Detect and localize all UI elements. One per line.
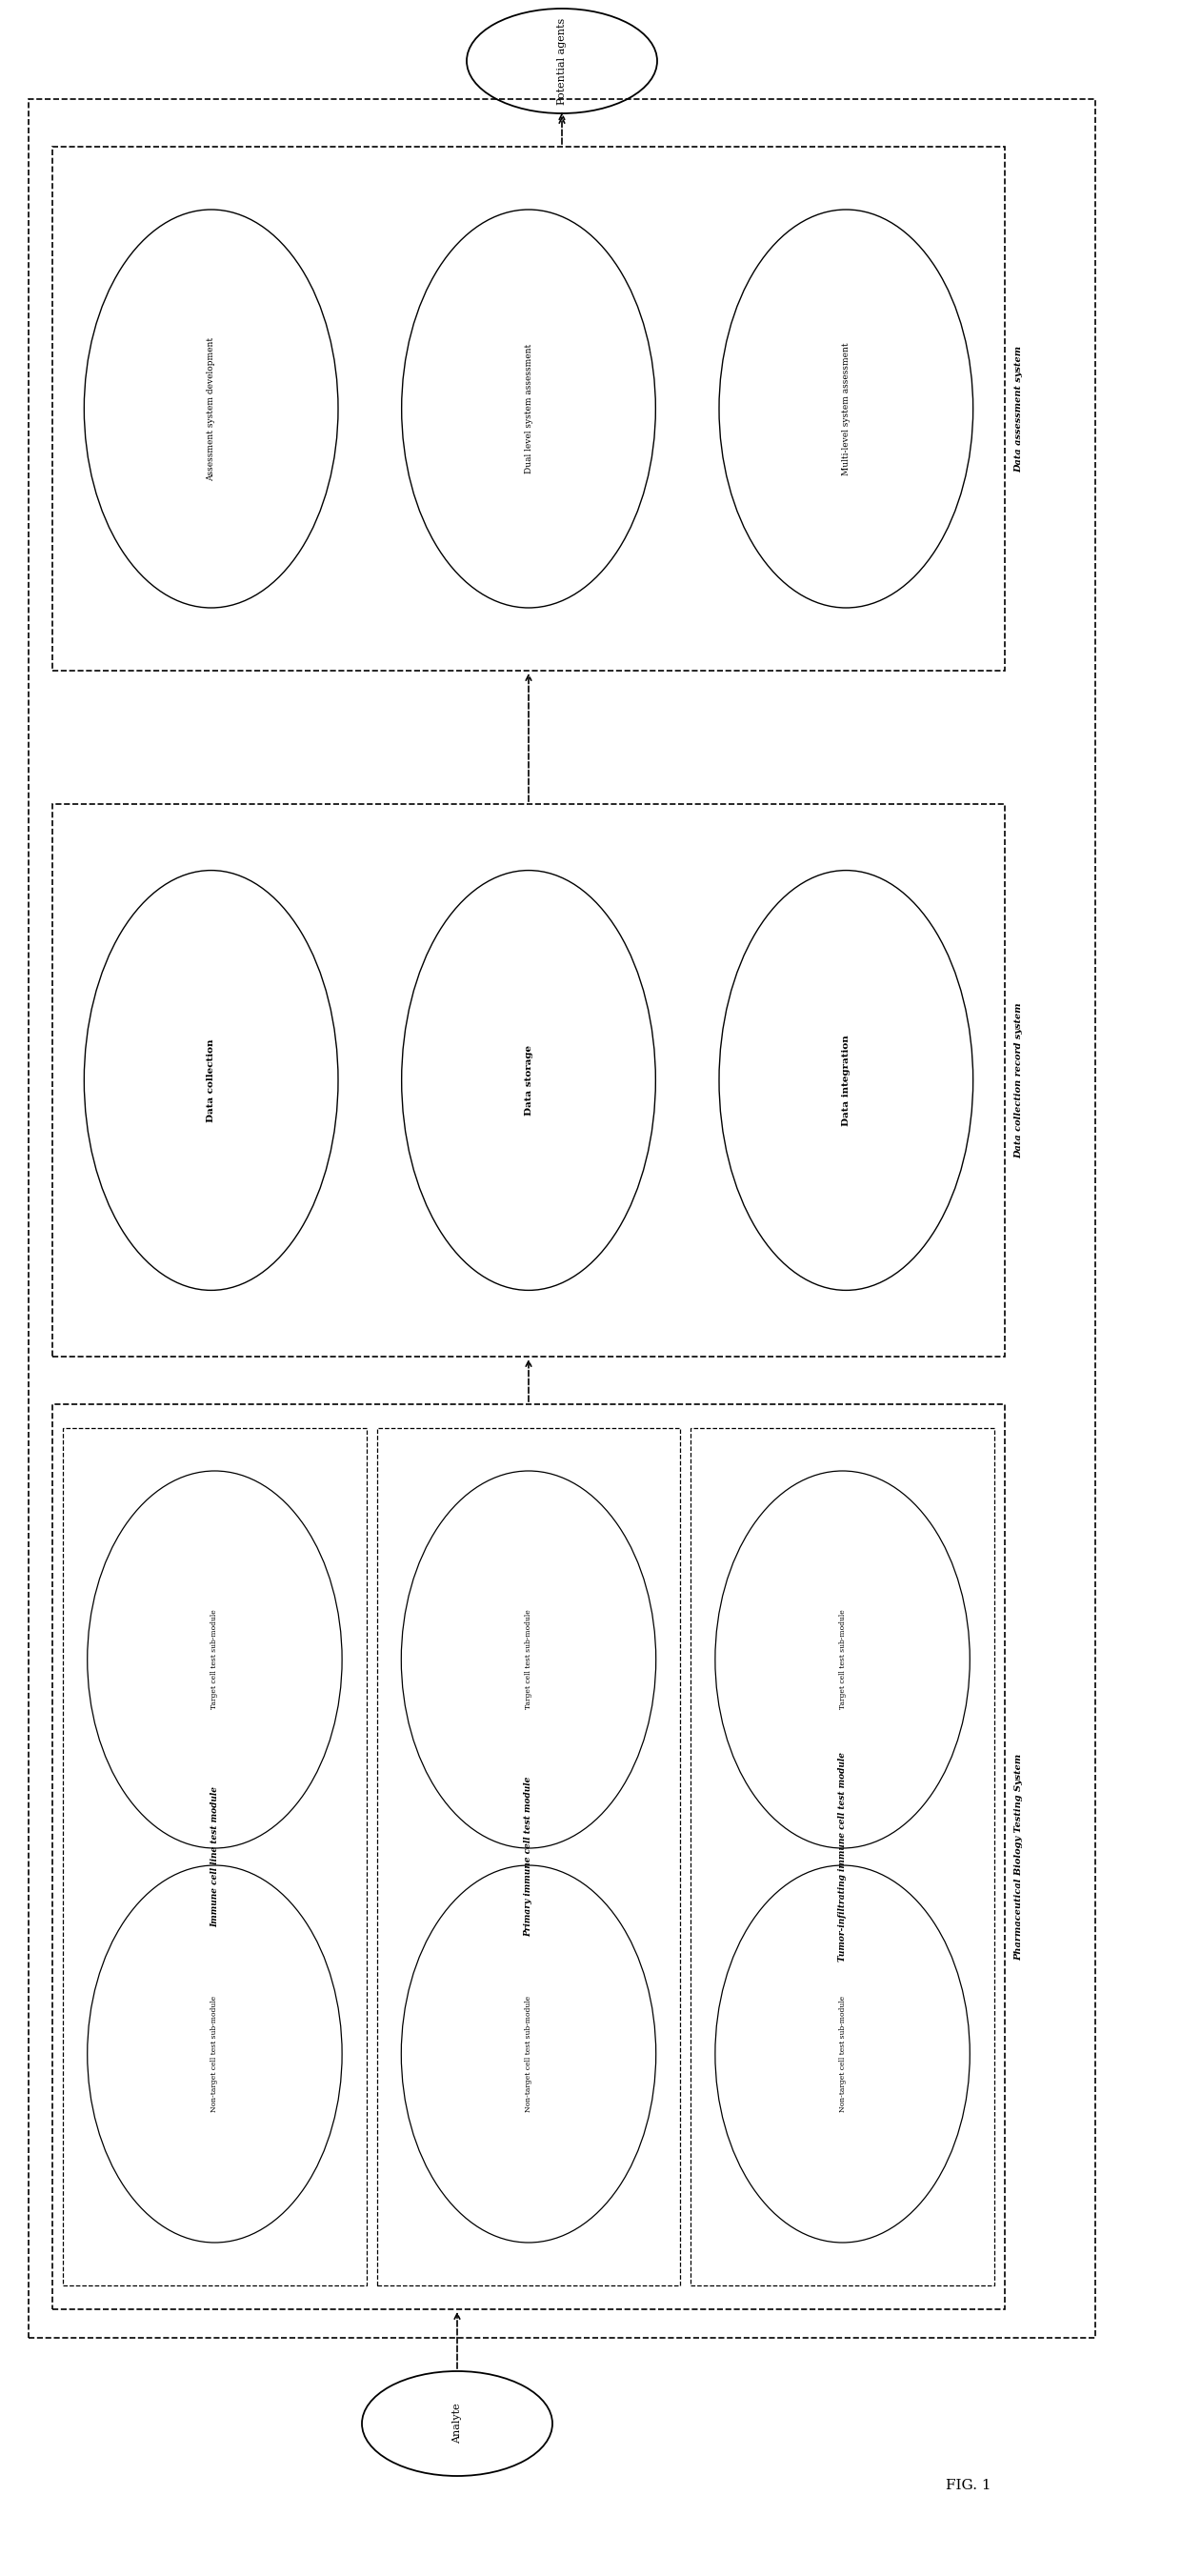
Text: Target cell test sub-module: Target cell test sub-module — [839, 1610, 847, 1710]
Text: Potential agents: Potential agents — [557, 18, 567, 106]
Text: Data collection record system: Data collection record system — [1014, 1002, 1024, 1159]
Text: Non-target cell test sub-module: Non-target cell test sub-module — [839, 1996, 847, 2112]
Text: Non-target cell test sub-module: Non-target cell test sub-module — [211, 1996, 218, 2112]
Text: Target cell test sub-module: Target cell test sub-module — [211, 1610, 218, 1710]
Text: Data assessment system: Data assessment system — [1014, 345, 1024, 471]
Text: Dual level system assessment: Dual level system assessment — [524, 343, 533, 474]
Text: Analyte: Analyte — [452, 2403, 462, 2445]
Text: Non-target cell test sub-module: Non-target cell test sub-module — [524, 1996, 533, 2112]
Text: Primary immune cell test module: Primary immune cell test module — [524, 1777, 533, 1937]
Text: Target cell test sub-module: Target cell test sub-module — [524, 1610, 533, 1710]
Text: Assessment system development: Assessment system development — [207, 337, 215, 482]
Text: Tumor-infiltrating immune cell test module: Tumor-infiltrating immune cell test modu… — [839, 1752, 847, 1960]
Text: Pharmaceutical Biology Testing System: Pharmaceutical Biology Testing System — [1014, 1754, 1024, 1960]
Text: Data collection: Data collection — [207, 1038, 215, 1123]
Text: Data integration: Data integration — [842, 1036, 850, 1126]
Text: Immune cell line test module: Immune cell line test module — [210, 1785, 218, 1927]
Text: Multi-level system assessment: Multi-level system assessment — [842, 343, 850, 474]
Text: Data storage: Data storage — [524, 1046, 533, 1115]
Text: FIG. 1: FIG. 1 — [946, 2478, 991, 2494]
